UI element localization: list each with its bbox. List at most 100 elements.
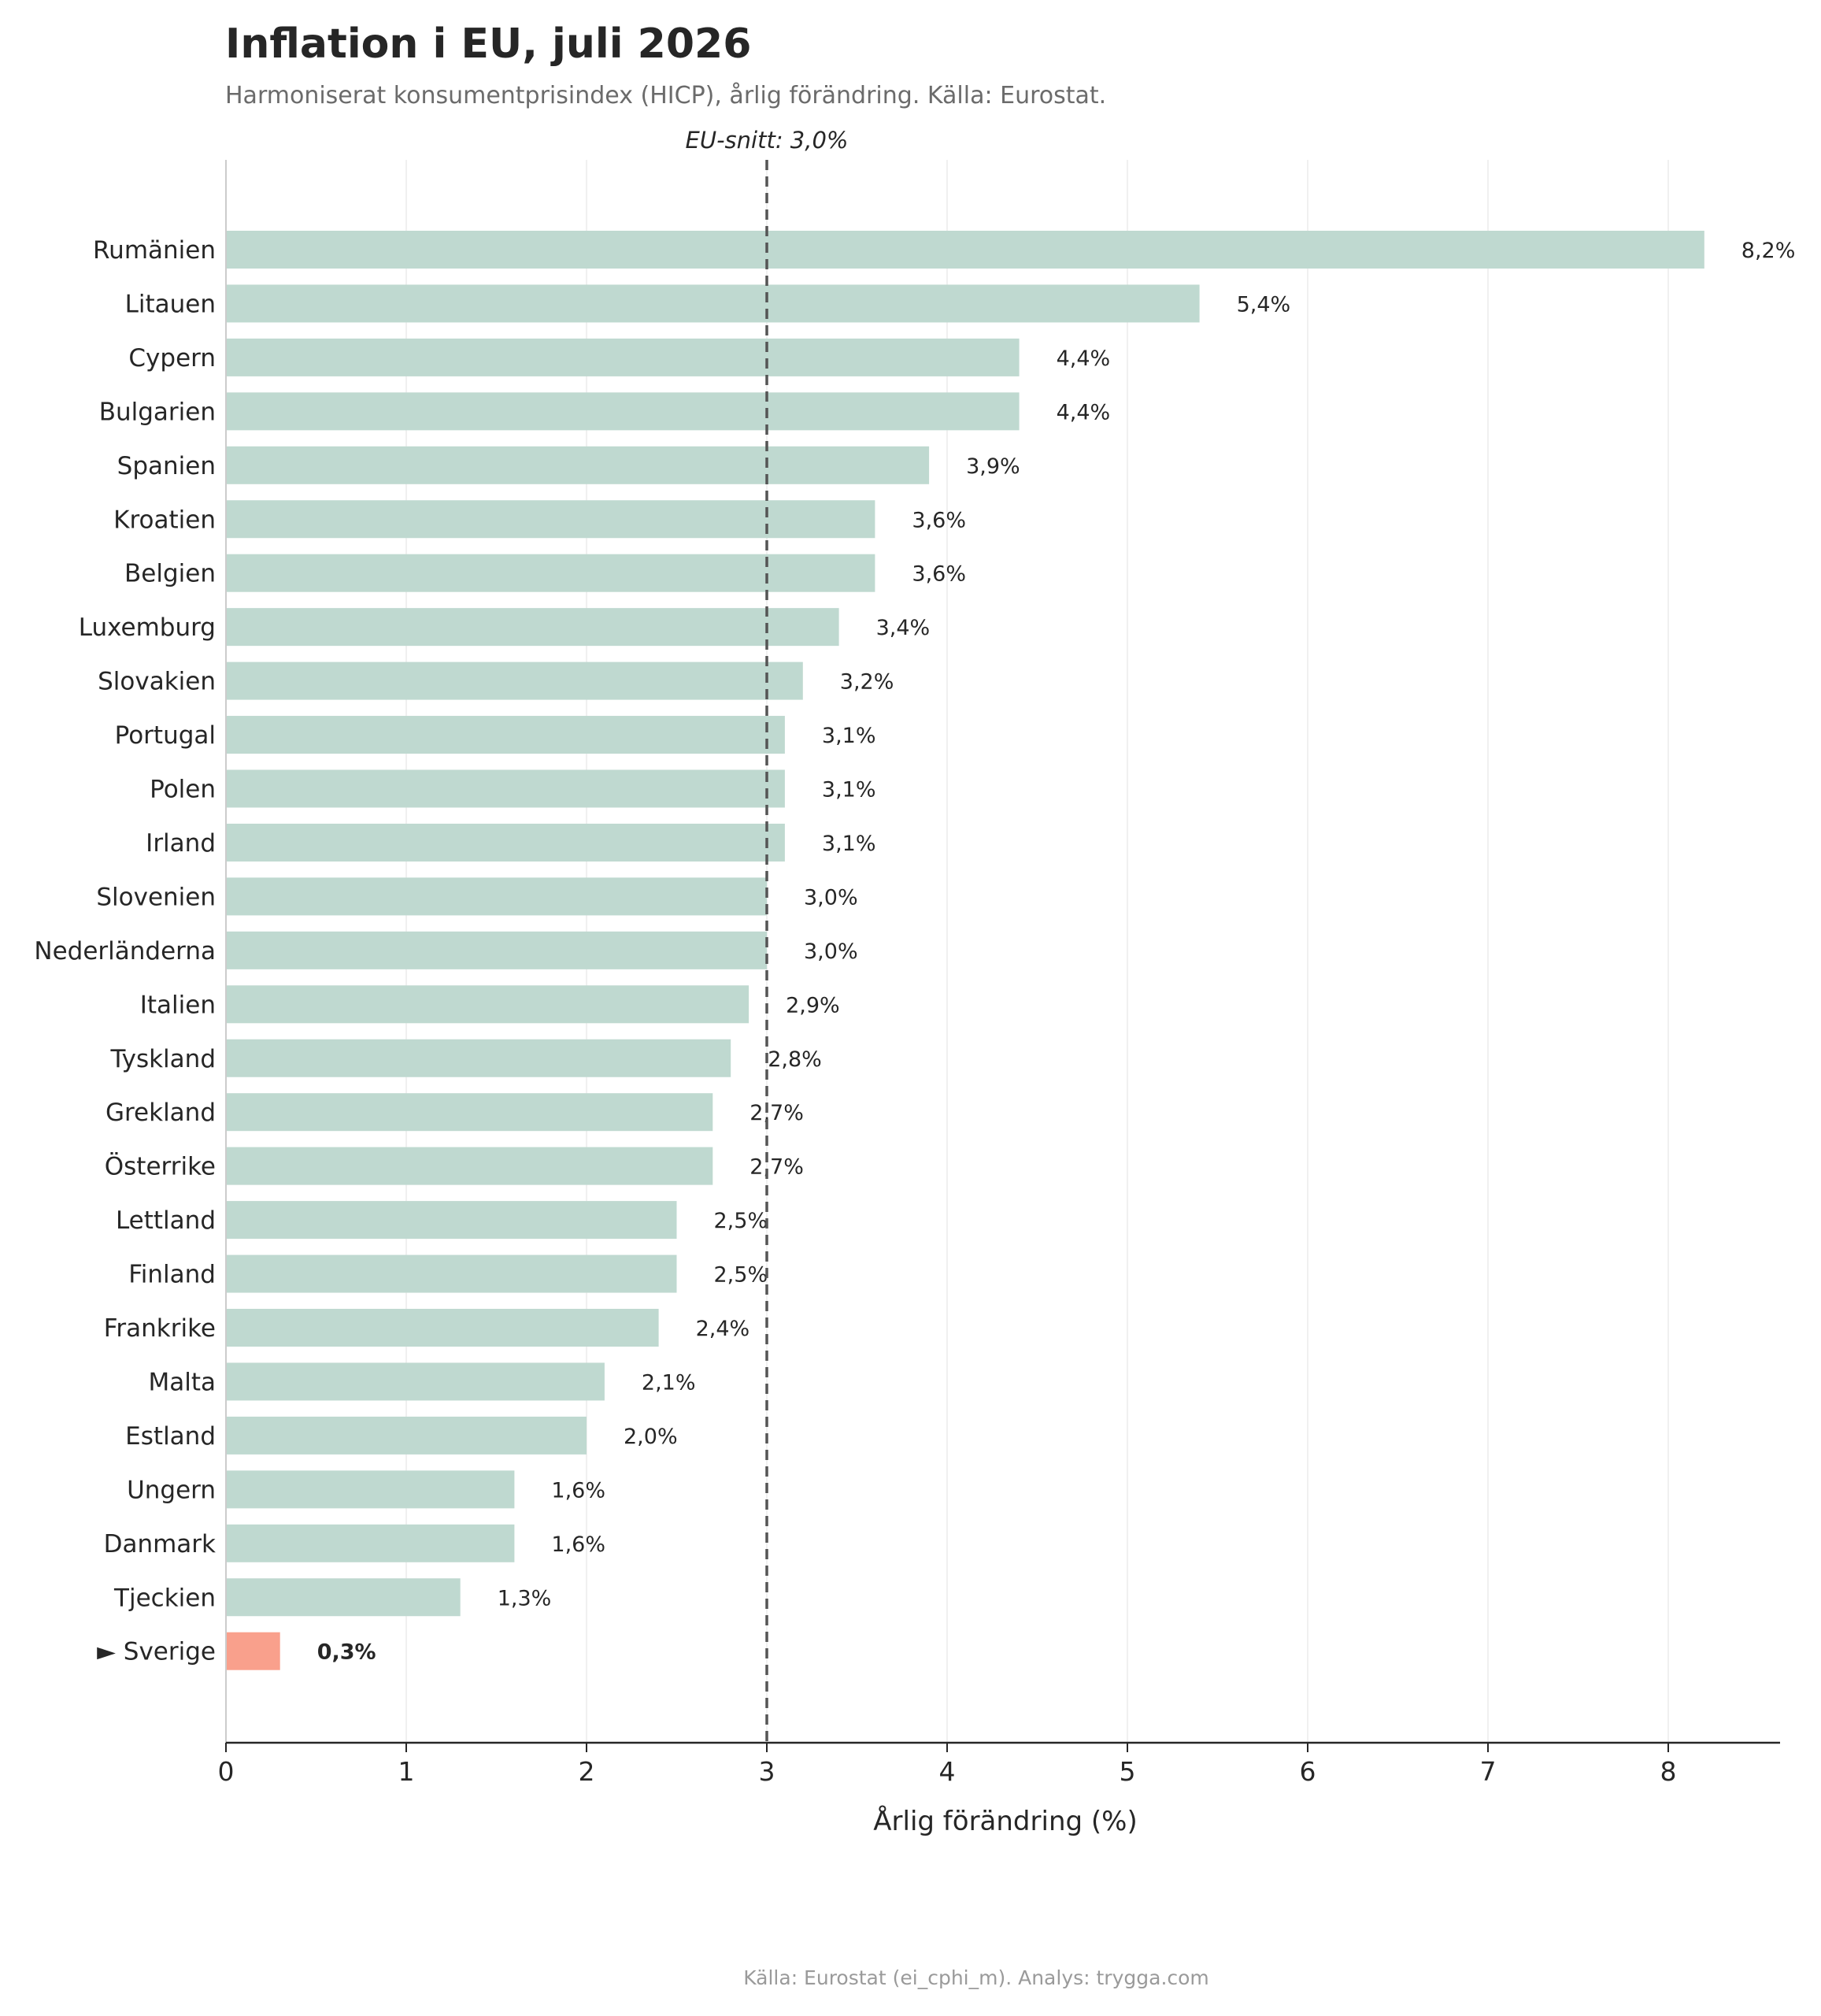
category-label-25: Tjeckien <box>113 1584 216 1612</box>
x-tick-label-5: 5 <box>1120 1756 1136 1787</box>
value-label-2: 4,4% <box>1057 346 1111 371</box>
bar-chart: Rumänien Litauen Cypern Bulgarien Spanien Kro… <box>34 127 1796 1837</box>
category-label-24: Danmark <box>104 1530 216 1558</box>
x-axis-ticks: 0 1 2 3 4 5 6 7 8 <box>218 1743 1677 1787</box>
category-label-18: Lettland <box>116 1206 216 1235</box>
category-label-3: Bulgarien <box>99 398 216 426</box>
bar-0 <box>226 231 1704 269</box>
bar-9 <box>226 716 785 754</box>
x-axis-label: Årlig förändring (%) <box>873 1805 1137 1837</box>
reference-line: EU-snitt: 3,0% <box>686 127 849 1743</box>
eu-average-label: EU-snitt: 3,0% <box>686 127 849 154</box>
category-label-7: Luxemburg <box>79 613 216 642</box>
bar-19 <box>226 1254 677 1293</box>
value-label-15: 2,8% <box>768 1047 822 1072</box>
category-label-0: Rumänien <box>93 236 216 265</box>
value-label-14: 2,9% <box>786 993 840 1017</box>
chart-subtitle: Harmoniserat konsumentprisindex (HICP), … <box>225 82 1107 109</box>
bar-26 <box>226 1632 280 1670</box>
value-label-10: 3,1% <box>822 778 876 802</box>
bar-12 <box>226 877 767 916</box>
bar-24 <box>226 1524 515 1562</box>
value-label-5: 3,6% <box>912 508 966 532</box>
bar-7 <box>226 608 839 647</box>
bar-18 <box>226 1201 677 1240</box>
value-label-21: 2,1% <box>642 1370 696 1395</box>
category-label-8: Slovakien <box>98 668 216 696</box>
category-label-19: Finland <box>128 1261 216 1289</box>
axes <box>225 160 1780 1744</box>
value-label-19: 2,5% <box>714 1263 768 1288</box>
category-label-26: ► Sverige <box>97 1638 216 1666</box>
value-labels: 8,2% 5,4% 4,4% 4,4% 3,9% 3,6% 3,6% 3,4% 3,2% 3,1%… <box>317 239 1796 1665</box>
value-label-23: 1,6% <box>551 1478 605 1503</box>
category-label-9: Portugal <box>115 721 216 750</box>
category-label-13: Nederländerna <box>34 937 216 965</box>
bar-21 <box>226 1362 605 1401</box>
value-label-11: 3,1% <box>822 832 876 856</box>
value-label-20: 2,4% <box>696 1317 750 1341</box>
value-label-3: 4,4% <box>1057 400 1111 424</box>
bar-25 <box>226 1578 461 1617</box>
x-tick-label-2: 2 <box>579 1756 595 1787</box>
category-label-12: Slovenien <box>96 883 216 911</box>
value-label-1: 5,4% <box>1237 292 1291 317</box>
value-label-24: 1,6% <box>551 1532 605 1557</box>
x-tick-label-6: 6 <box>1300 1756 1316 1787</box>
x-tick-label-0: 0 <box>218 1756 235 1787</box>
y-axis-labels: Rumänien Litauen Cypern Bulgarien Spanien Kro… <box>34 236 216 1666</box>
category-label-6: Belgien <box>124 560 216 588</box>
category-label-11: Irland <box>146 829 216 858</box>
bar-16 <box>226 1093 713 1132</box>
bar-23 <box>226 1470 515 1509</box>
bar-13 <box>226 931 767 969</box>
category-label-22: Estland <box>125 1422 216 1451</box>
bar-1 <box>226 284 1200 323</box>
chart-title: Inflation i EU, juli 2026 <box>225 20 752 68</box>
category-label-23: Ungern <box>127 1476 216 1504</box>
category-label-21: Malta <box>148 1368 216 1396</box>
category-label-2: Cypern <box>128 344 216 372</box>
bar-4 <box>226 446 930 484</box>
bar-3 <box>226 392 1020 431</box>
bar-20 <box>226 1309 659 1347</box>
category-label-16: Grekland <box>105 1099 216 1127</box>
value-label-13: 3,0% <box>804 939 858 964</box>
value-label-16: 2,7% <box>749 1101 804 1125</box>
value-label-7: 3,4% <box>876 616 931 640</box>
value-label-12: 3,0% <box>804 885 858 910</box>
category-label-4: Spanien <box>117 452 216 480</box>
value-label-26: 0,3% <box>317 1640 376 1665</box>
bars <box>226 231 1704 1670</box>
bar-8 <box>226 662 803 700</box>
value-label-17: 2,7% <box>749 1155 804 1180</box>
value-label-9: 3,1% <box>822 724 876 748</box>
bar-14 <box>226 985 749 1024</box>
bar-2 <box>226 338 1020 376</box>
value-label-22: 2,0% <box>624 1425 678 1449</box>
bar-15 <box>226 1039 731 1077</box>
category-label-15: Tyskland <box>110 1045 217 1073</box>
x-tick-label-3: 3 <box>759 1756 775 1787</box>
category-label-1: Litauen <box>125 290 216 318</box>
x-tick-label-4: 4 <box>939 1756 956 1787</box>
value-label-25: 1,3% <box>498 1586 552 1610</box>
value-label-4: 3,9% <box>966 454 1020 479</box>
value-label-8: 3,2% <box>840 670 894 695</box>
bar-10 <box>226 769 785 808</box>
value-label-18: 2,5% <box>714 1209 768 1233</box>
bar-11 <box>226 823 785 862</box>
bar-22 <box>226 1416 587 1455</box>
bar-5 <box>226 500 875 539</box>
x-tick-label-8: 8 <box>1660 1756 1677 1787</box>
category-label-10: Polen <box>150 776 216 804</box>
category-label-20: Frankrike <box>104 1314 216 1343</box>
category-label-5: Kroatien <box>113 506 216 534</box>
source-footer: Källa: Eurostat (ei_cphi_m). Analys: try… <box>743 1966 1209 1989</box>
bar-17 <box>226 1147 713 1185</box>
value-label-6: 3,6% <box>912 562 966 587</box>
x-tick-label-1: 1 <box>398 1756 415 1787</box>
x-tick-label-7: 7 <box>1480 1756 1497 1787</box>
category-label-17: Österrike <box>105 1152 216 1181</box>
value-label-0: 8,2% <box>1741 239 1796 263</box>
